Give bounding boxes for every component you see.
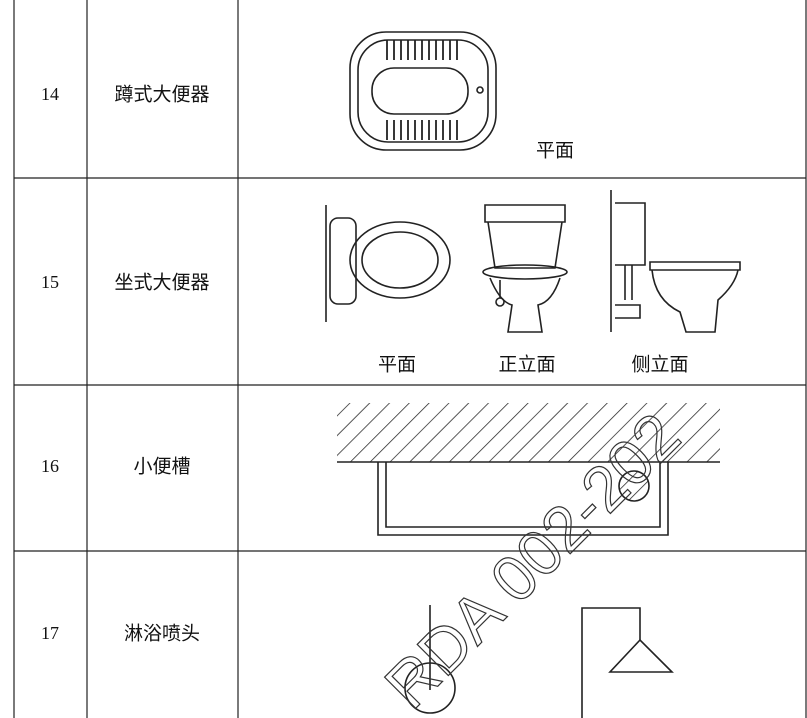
caption: 正立面: [498, 353, 555, 375]
row-number: 16: [41, 456, 59, 476]
row-name: 坐式大便器: [114, 271, 209, 293]
row-name: 蹲式大便器: [114, 83, 209, 105]
seat-toilet-drawings: [325, 190, 741, 333]
squat-toilet-drawing: [349, 31, 497, 151]
shower-head-drawings: [404, 605, 674, 718]
caption: 侧立面: [631, 353, 688, 375]
row-name: 小便槽: [133, 455, 190, 477]
caption: 平面: [536, 140, 574, 161]
row-name: 淋浴喷头: [124, 622, 200, 644]
row-number: 14: [41, 84, 59, 104]
table-grid: [13, 0, 807, 718]
row-number: 17: [41, 623, 59, 643]
row-number: 15: [41, 272, 59, 292]
urinal-trough-drawing: [337, 403, 720, 536]
caption: 平面: [378, 354, 416, 375]
